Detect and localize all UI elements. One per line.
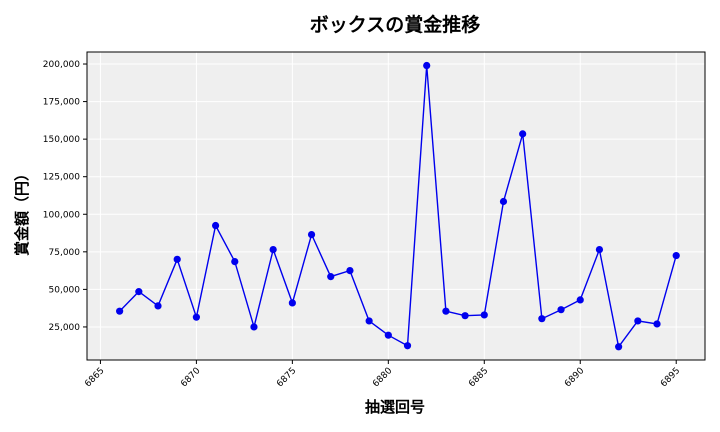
- y-tick-label: 125,000: [43, 173, 80, 183]
- data-point: [192, 313, 200, 321]
- x-tick-label: 6865: [83, 366, 106, 389]
- data-point: [288, 299, 296, 307]
- x-tick-label: 6895: [659, 366, 682, 389]
- data-point: [672, 251, 680, 260]
- x-tick-label: 6875: [275, 366, 298, 389]
- x-tick-label: 6880: [371, 366, 394, 389]
- y-tick-label: 150,000: [43, 135, 80, 145]
- data-point: [499, 197, 508, 206]
- series-layer: [116, 61, 680, 351]
- data-point: [615, 343, 623, 351]
- data-point: [519, 130, 527, 138]
- data-point: [557, 306, 565, 314]
- series-line: [119, 65, 677, 349]
- data-point: [135, 288, 143, 296]
- x-axis-label: 抽選回号: [365, 398, 425, 416]
- x-tick-label: 6890: [563, 366, 586, 389]
- y-axis-label: 賞金額（円）: [13, 166, 31, 256]
- y-tick-label: 25,000: [49, 323, 81, 333]
- data-point: [327, 273, 335, 281]
- y-tick-label: 100,000: [43, 210, 80, 220]
- data-point: [403, 342, 412, 350]
- data-point: [634, 317, 642, 325]
- x-tick-label: 6885: [467, 366, 490, 389]
- plot-area: [87, 52, 705, 360]
- data-point: [154, 302, 162, 310]
- data-point: [250, 323, 258, 331]
- y-tick-label: 50,000: [49, 285, 81, 295]
- data-point: [307, 230, 316, 239]
- y-tick-label: 200,000: [43, 60, 80, 70]
- data-point: [461, 312, 469, 320]
- data-point: [384, 331, 392, 339]
- y-tick-label: 175,000: [43, 98, 80, 108]
- data-point: [576, 296, 584, 304]
- data-point: [116, 307, 124, 315]
- data-point: [231, 257, 239, 266]
- data-point: [346, 267, 354, 275]
- data-point: [269, 245, 277, 254]
- data-point: [211, 221, 220, 230]
- data-point: [423, 61, 431, 70]
- data-point: [653, 320, 661, 328]
- x-tick-label: 6870: [179, 366, 202, 389]
- chart-title: ボックスの賞金推移: [310, 13, 480, 36]
- data-point: [173, 255, 181, 263]
- data-point: [480, 311, 488, 319]
- data-point: [365, 317, 373, 325]
- data-point: [442, 307, 450, 315]
- y-tick-label: 75,000: [49, 248, 81, 258]
- plot-frame: [86, 51, 706, 361]
- data-point: [595, 245, 604, 254]
- data-point: [538, 315, 546, 323]
